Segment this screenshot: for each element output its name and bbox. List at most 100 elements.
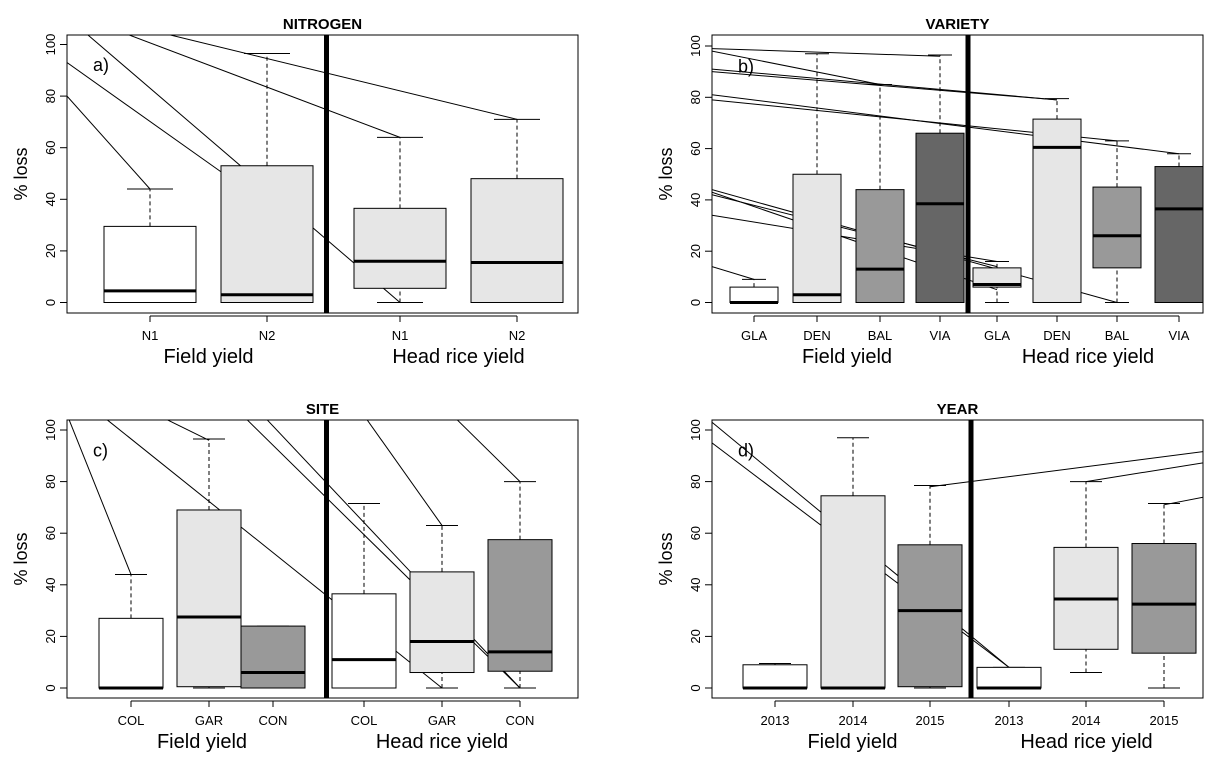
box-gar — [176, 438, 242, 689]
diagonal-line — [68, 420, 132, 575]
y-tick-label: 40 — [688, 193, 703, 207]
x-tick-label: N1 — [392, 328, 409, 343]
group-label: Field yield — [163, 346, 253, 368]
diagonal-line — [166, 420, 210, 441]
plot-frame — [66, 34, 579, 314]
group-label: Head rice yield — [376, 731, 508, 753]
plot-frame — [66, 419, 579, 699]
panel-year: YEAR 0 20 40 60 80 100 % loss 2013 2014 2015 2013 20… — [656, 401, 1204, 753]
box-con — [240, 625, 306, 689]
y-axis-label: % loss — [11, 532, 31, 585]
y-axis-label: % loss — [656, 532, 676, 585]
y-tick-label: 100 — [43, 419, 58, 441]
box-body — [176, 509, 242, 688]
plot-frame — [711, 419, 1204, 699]
box-body — [487, 539, 553, 672]
y-tick-label: 60 — [688, 141, 703, 155]
diagonal-line — [266, 420, 521, 689]
diagonal-line — [712, 50, 881, 85]
y-tick-label: 0 — [43, 299, 58, 306]
box-body — [855, 189, 905, 303]
box-body — [1154, 166, 1204, 303]
x-tick-label: DEN — [1043, 328, 1070, 343]
x-tick-label: 2013 — [761, 713, 790, 728]
box-bal — [1092, 140, 1142, 303]
box-body — [915, 132, 965, 303]
box-body — [409, 571, 475, 674]
x-tick-label: GLA — [741, 328, 767, 343]
box-gar — [409, 524, 475, 689]
x-tick-label: COL — [351, 713, 378, 728]
x-tick-label: CON — [506, 713, 535, 728]
group-label: Head rice yield — [1022, 346, 1154, 368]
box-gla — [729, 278, 779, 304]
box-n2 — [220, 53, 314, 303]
box-col — [331, 503, 397, 689]
x-tick-label: N2 — [259, 328, 276, 343]
diagonal-line — [366, 420, 443, 526]
diagonal-line — [712, 94, 1180, 155]
x-tick-label: DEN — [803, 328, 830, 343]
x-tick-label: CON — [259, 713, 288, 728]
box-n1 — [103, 188, 197, 303]
group-label: Field yield — [802, 346, 892, 368]
box-2013 — [742, 662, 808, 690]
box-con — [487, 481, 553, 689]
y-tick-label: 40 — [43, 192, 58, 206]
x-tick-label: 2015 — [916, 713, 945, 728]
x-tick-label: GAR — [195, 713, 223, 728]
box-body — [792, 173, 842, 303]
diagonal-line — [712, 48, 941, 57]
chart-title: VARIETY — [926, 16, 990, 33]
y-tick-label: 20 — [43, 629, 58, 643]
box-body — [729, 286, 779, 303]
box-den — [792, 53, 842, 303]
y-tick-label: 60 — [688, 526, 703, 540]
group-label: Field yield — [807, 731, 897, 753]
box-2014 — [1053, 481, 1119, 674]
box-2015 — [897, 484, 963, 689]
box-bal — [855, 83, 905, 303]
panel-nitrogen: NITROGEN 0 20 40 60 80 100 % loss N1 N2 N1 N2 Field … — [11, 16, 579, 368]
box-2014 — [820, 437, 886, 690]
box-via — [915, 54, 965, 303]
diagonal-line — [456, 420, 521, 482]
y-tick-label: 0 — [43, 684, 58, 691]
panel-tag: d) — [738, 441, 754, 461]
x-tick-label: 2013 — [995, 713, 1024, 728]
x-tick-label: GLA — [984, 328, 1010, 343]
diagonal-line — [929, 451, 1203, 488]
y-tick-label: 80 — [43, 474, 58, 488]
x-tick-label: N2 — [509, 328, 526, 343]
box-n1 — [353, 136, 447, 303]
y-tick-label: 80 — [688, 90, 703, 104]
box-body — [1131, 543, 1197, 654]
box-body — [1092, 186, 1142, 269]
x-tick-label: COL — [118, 713, 145, 728]
box-body — [220, 165, 314, 303]
diagonal-line — [712, 266, 755, 280]
y-tick-label: 60 — [43, 526, 58, 540]
y-tick-label: 80 — [43, 89, 58, 103]
group-label: Head rice yield — [392, 346, 524, 368]
diagonal-line — [168, 35, 518, 120]
panel-tag: a) — [93, 55, 109, 75]
box-2015 — [1131, 503, 1197, 689]
y-tick-label: 100 — [688, 419, 703, 441]
box-body — [976, 666, 1042, 689]
box-body — [331, 593, 397, 689]
y-axis-label: % loss — [656, 147, 676, 200]
y-tick-label: 60 — [43, 140, 58, 154]
group-label: Field yield — [157, 731, 247, 753]
box-body — [353, 207, 447, 289]
box-body — [972, 267, 1022, 288]
x-tick-label: 2015 — [1150, 713, 1179, 728]
group-label: Head rice yield — [1020, 731, 1152, 753]
chart-title: NITROGEN — [283, 16, 362, 33]
x-tick-label: VIA — [1169, 328, 1190, 343]
box-gla — [972, 260, 1022, 303]
box-body — [820, 495, 886, 689]
box-body — [1032, 118, 1082, 304]
x-tick-label: 2014 — [1072, 713, 1101, 728]
